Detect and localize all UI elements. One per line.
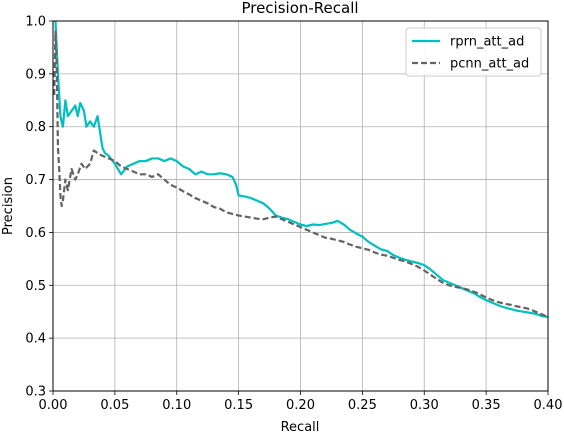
legend-label-rprn-att-ad: rprn_att_ad — [450, 35, 524, 50]
series-line-rprn-att-ad — [54, 20, 549, 319]
y-tick-label: 0.7 — [25, 173, 46, 188]
y-tick-label: 1.0 — [25, 15, 46, 30]
x-tick-label: 0.35 — [472, 398, 501, 413]
x-tick-label: 0.40 — [534, 398, 563, 413]
y-tick-label: 0.3 — [25, 385, 46, 400]
y-axis-label: Precision — [1, 177, 16, 235]
x-tick-label: 0.10 — [162, 398, 191, 413]
chart-title: Precision-Recall — [241, 0, 358, 17]
ticks: 0.00 0.05 0.10 0.15 0.20 0.25 0.30 0.35 0.40 0.3 0… — [25, 15, 562, 414]
x-tick-label: 0.15 — [224, 398, 253, 413]
legend-label-pcnn-att-ad: pcnn_att_ad — [450, 57, 529, 72]
y-tick-label: 0.4 — [25, 332, 46, 347]
series-line-pcnn-att-ad — [53, 30, 549, 319]
x-tick-label: 0.05 — [100, 398, 129, 413]
legend: rprn_att_ad pcnn_att_ad — [405, 27, 542, 77]
x-axis-label: Recall — [281, 420, 320, 435]
x-tick-label: 0.20 — [286, 398, 315, 413]
y-tick-label: 0.8 — [25, 120, 46, 135]
series-layer — [53, 20, 549, 319]
x-tick-label: 0.00 — [39, 398, 68, 413]
y-tick-label: 0.9 — [25, 67, 46, 82]
y-tick-label: 0.5 — [25, 279, 46, 294]
x-tick-label: 0.25 — [348, 398, 377, 413]
x-tick-label: 0.30 — [410, 398, 439, 413]
y-tick-label: 0.6 — [25, 226, 46, 241]
